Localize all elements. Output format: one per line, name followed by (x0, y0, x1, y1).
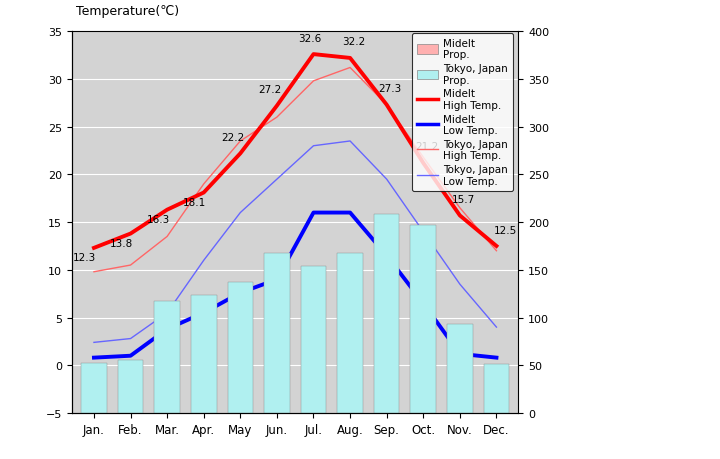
Bar (306, 365, 321, 410)
Text: 22.2: 22.2 (221, 133, 245, 143)
Text: 32.2: 32.2 (342, 37, 365, 47)
Bar (233, 365, 248, 394)
Bar (154, 302, 180, 413)
Bar (196, 365, 212, 395)
Bar (484, 364, 509, 413)
Bar (337, 253, 363, 413)
Bar (159, 365, 175, 403)
Bar (228, 283, 253, 413)
Bar (379, 365, 395, 408)
Text: 18.1: 18.1 (183, 197, 206, 207)
Text: Temperature(℃): Temperature(℃) (76, 5, 179, 18)
Bar (415, 365, 431, 403)
Text: 12.5: 12.5 (494, 225, 517, 235)
Text: 21.2: 21.2 (415, 142, 438, 152)
Bar (118, 360, 143, 413)
Bar (123, 365, 138, 403)
Bar (447, 325, 472, 413)
Text: 27.2: 27.2 (258, 85, 282, 95)
Bar (301, 266, 326, 413)
Bar (191, 295, 217, 413)
Bar (269, 365, 284, 408)
Bar (452, 365, 467, 399)
Legend: Midelt
Prop., Tokyo, Japan
Prop., Midelt
High Temp., Midelt
Low Temp., Tokyo, Ja: Midelt Prop., Tokyo, Japan Prop., Midelt… (412, 34, 513, 191)
Bar (343, 365, 358, 410)
Bar (374, 214, 400, 413)
Bar (410, 225, 436, 413)
Text: 32.6: 32.6 (298, 34, 321, 44)
Bar (264, 253, 289, 413)
Text: 27.3: 27.3 (379, 84, 402, 94)
Bar (86, 365, 102, 403)
Bar (489, 365, 504, 403)
Text: 12.3: 12.3 (73, 252, 96, 263)
Text: 16.3: 16.3 (146, 214, 170, 224)
Text: 15.7: 15.7 (452, 195, 475, 205)
Text: 13.8: 13.8 (109, 238, 133, 248)
Bar (81, 364, 107, 413)
